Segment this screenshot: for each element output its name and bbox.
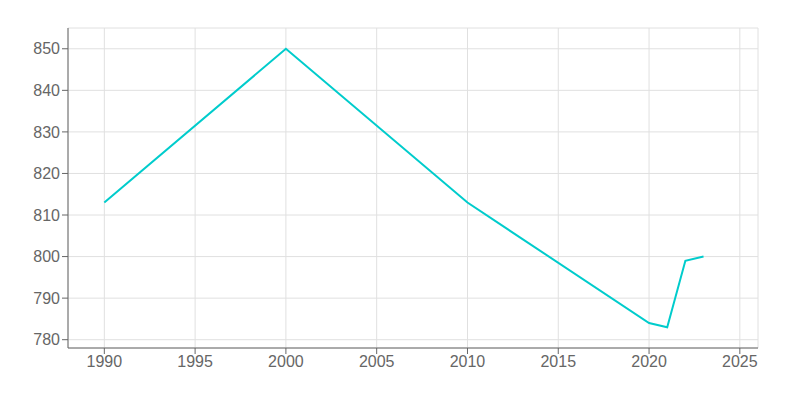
svg-text:2025: 2025 (722, 353, 758, 370)
svg-text:820: 820 (33, 165, 60, 182)
svg-text:780: 780 (33, 331, 60, 348)
svg-text:2020: 2020 (631, 353, 667, 370)
svg-text:840: 840 (33, 82, 60, 99)
svg-text:830: 830 (33, 124, 60, 141)
svg-text:800: 800 (33, 248, 60, 265)
svg-text:2000: 2000 (268, 353, 304, 370)
svg-text:1995: 1995 (177, 353, 213, 370)
svg-text:850: 850 (33, 40, 60, 57)
svg-text:2005: 2005 (359, 353, 395, 370)
svg-text:2010: 2010 (450, 353, 486, 370)
svg-text:810: 810 (33, 207, 60, 224)
svg-text:1990: 1990 (87, 353, 123, 370)
svg-text:790: 790 (33, 290, 60, 307)
svg-text:2015: 2015 (540, 353, 576, 370)
